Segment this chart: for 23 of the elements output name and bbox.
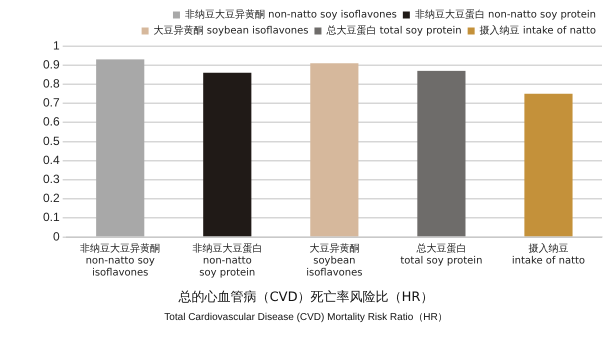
x-tick-label: 非纳豆大豆异黄酮 non-natto soy isoflavones xyxy=(80,242,160,279)
y-tick-label: 0 xyxy=(52,229,60,244)
text: 总的心血管病（CVD）死亡率风险比（HR） xyxy=(178,289,434,306)
y-tick-label: 0.9 xyxy=(42,57,60,72)
legend-label: 总大豆蛋白 total soy protein xyxy=(325,24,462,37)
y-tick-label: 0.5 xyxy=(42,134,60,148)
y-tick-label: 0.3 xyxy=(42,172,60,186)
y-tick-label: 0.8 xyxy=(42,76,60,91)
x-tick-label: 摄入纳豆 intake of natto xyxy=(512,242,586,267)
legend-label: 非纳豆大豆蛋白 non-natto soy protein xyxy=(414,8,596,21)
y-tick-label: 0.7 xyxy=(42,96,60,110)
y-tick-label: 1 xyxy=(52,38,60,52)
y-tick-label: 0.4 xyxy=(42,152,60,167)
legend-label: 摄入纳豆 intake of natto xyxy=(480,24,596,37)
text: Total Cardiovascular Disease (CVD) Mortality Risk Ratio（HR） xyxy=(163,311,449,324)
x-tick-label: 大豆异黄酮 soybean isoflavones xyxy=(306,242,362,279)
y-tick-label: 0.2 xyxy=(42,191,60,206)
legend-label: 非纳豆大豆异黄酮 non-natto soy isoflavones xyxy=(184,8,397,21)
y-tick-label: 0.1 xyxy=(42,210,60,224)
x-tick-label: 总大豆蛋白 total soy protein xyxy=(400,242,482,267)
legend-label: 大豆异黄酮 soybean isoflavones xyxy=(154,24,308,37)
y-tick-label: 0.6 xyxy=(42,114,60,129)
x-tick-label: 非纳豆大豆蛋白 non-natto soy protein xyxy=(192,242,262,279)
